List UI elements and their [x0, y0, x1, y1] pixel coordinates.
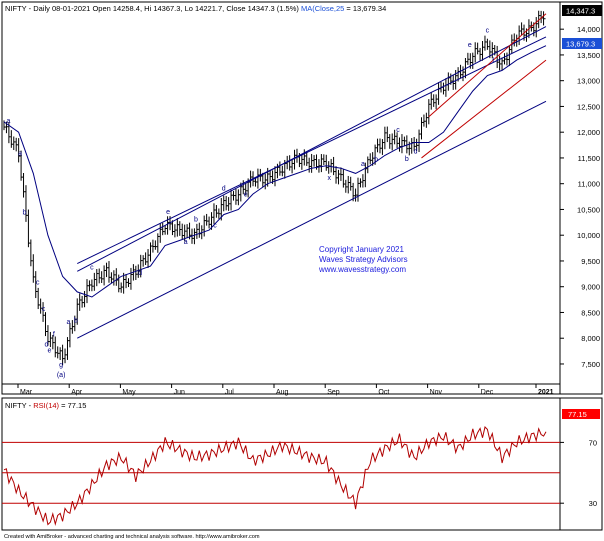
- xtick-label: May: [122, 389, 136, 396]
- wave-label: d: [222, 185, 226, 192]
- price-ytick-label: 13,500: [577, 51, 600, 60]
- xtick-label: 2021: [538, 389, 554, 396]
- ma-tag: [562, 38, 602, 49]
- ma-line: [3, 45, 547, 298]
- wave-label: b: [23, 209, 27, 216]
- wave-label: c: [486, 28, 490, 35]
- red-trend-line-1: [428, 13, 547, 118]
- price-tag-text: 14,347.3: [566, 7, 595, 16]
- wave-label: a: [67, 319, 71, 326]
- price-plot-frame: [1, 1, 561, 395]
- wave-label: c: [396, 127, 400, 134]
- wave-label: b: [194, 217, 198, 224]
- header-period: Daily: [33, 4, 50, 13]
- wave-label: f: [492, 58, 494, 65]
- wave-label: e: [244, 191, 248, 198]
- wave-label: e: [47, 347, 51, 354]
- wave-label: x: [327, 175, 331, 182]
- price-ytick-label: 11,500: [578, 154, 600, 163]
- header-high: Hi 14367.3: [144, 4, 180, 13]
- copyright-line-2: Waves Strategy Advisors: [319, 255, 408, 264]
- wave-label: c: [90, 265, 94, 272]
- footer-credit: Created with AmiBroker - advanced charti…: [4, 534, 260, 540]
- wave-label: e: [166, 209, 170, 216]
- wave-label: c: [36, 280, 40, 287]
- price-ytick-label: 8,000: [581, 334, 600, 343]
- rsi-series-layer: [2, 426, 560, 526]
- channel-mid-line: [77, 36, 547, 264]
- wave-label: a: [18, 151, 22, 158]
- rsi-line: [3, 426, 547, 526]
- rsi-axis-frame: [559, 397, 603, 531]
- header-open: Open 14258.4: [92, 4, 140, 13]
- rsi-tag: [562, 409, 600, 419]
- xtick-label: Aug: [276, 389, 289, 396]
- rsi-header-symbol: NIFTY: [5, 401, 27, 410]
- wave-label: c: [42, 306, 46, 313]
- wave-label: g: [59, 362, 63, 369]
- price-ytick-label: 9,000: [581, 283, 600, 292]
- price-axis-frame: [559, 1, 603, 395]
- header-date: 08-01-2021: [52, 4, 90, 13]
- channel-upper-line: [77, 26, 547, 272]
- axis-layer: 7,500 8,000 8,500 9,000 9,500 10,000 10,500 11,…: [17, 25, 600, 508]
- channel-lower-line: [77, 100, 547, 339]
- copyright-line-3: www.wavesstrategy.com: [318, 265, 406, 274]
- wave-label: d: [45, 342, 49, 349]
- wave-label: a: [6, 118, 10, 125]
- rsi-header-label: RSI(14): [33, 401, 59, 410]
- price-ytick-label: 12,000: [577, 128, 600, 137]
- header-symbol: NIFTY: [5, 4, 27, 13]
- rsi-tag-text: 77.15: [568, 410, 587, 419]
- red-trend-line-2: [421, 59, 547, 159]
- xtick-label: Apr: [71, 389, 83, 396]
- price-ytick-label: 7,500: [581, 360, 600, 369]
- xtick-label: Mar: [20, 389, 33, 396]
- price-ytick-label: 14,000: [577, 25, 600, 34]
- wave-label: d: [138, 270, 142, 277]
- chart-header: NIFTY - Daily 08-01-2021 Open 14258.4, H…: [5, 4, 386, 13]
- xtick-label: Nov: [430, 389, 443, 396]
- rsi-header: NIFTY - RSI(14) = 77.15: [5, 401, 86, 410]
- price-ytick-label: 8,500: [581, 308, 600, 317]
- price-ytick-label: 13,000: [577, 77, 600, 86]
- wave-label: (a): [57, 372, 66, 379]
- wave-label: c: [213, 223, 217, 230]
- xtick-label: Jun: [174, 389, 185, 396]
- price-ytick-label: 10,000: [577, 231, 600, 240]
- header-low: Lo 14221.7: [185, 4, 223, 13]
- price-ytick-label: 10,500: [577, 205, 600, 214]
- rsi-header-value: = 77.15: [61, 401, 86, 410]
- xtick-label: Oct: [378, 389, 389, 396]
- rsi-ytick-label: 30: [589, 499, 597, 508]
- price-tag: [562, 5, 602, 16]
- wave-label: b: [374, 157, 378, 164]
- wave-label: b: [405, 156, 409, 163]
- wave-label: f: [53, 331, 55, 338]
- header-close: Close 14347.3 (1.5%): [226, 4, 299, 13]
- xtick-label: Sep: [327, 389, 340, 396]
- wave-label: a: [361, 161, 365, 168]
- header-ma-label: MA(Close,25: [301, 4, 344, 13]
- copyright-line-1: Copyright January 2021: [319, 245, 404, 254]
- xtick-label: Jul: [225, 389, 234, 396]
- wave-label: e: [468, 42, 472, 49]
- rsi-ytick-label: 70: [589, 438, 597, 447]
- price-ytick-label: 12,500: [577, 102, 600, 111]
- ma-tag-text: 13,679.3: [566, 40, 595, 49]
- price-ytick-label: 9,500: [581, 257, 600, 266]
- rsi-plot-frame: [1, 397, 561, 531]
- header-ma-value: = 13,679.34: [346, 4, 386, 13]
- wave-label: d: [414, 149, 418, 156]
- price-series-layer: [3, 10, 547, 366]
- price-ytick-label: 11,000: [578, 180, 600, 189]
- wave-label: b: [74, 317, 78, 324]
- xtick-label: Dec: [481, 389, 494, 396]
- wave-label: a: [184, 239, 188, 246]
